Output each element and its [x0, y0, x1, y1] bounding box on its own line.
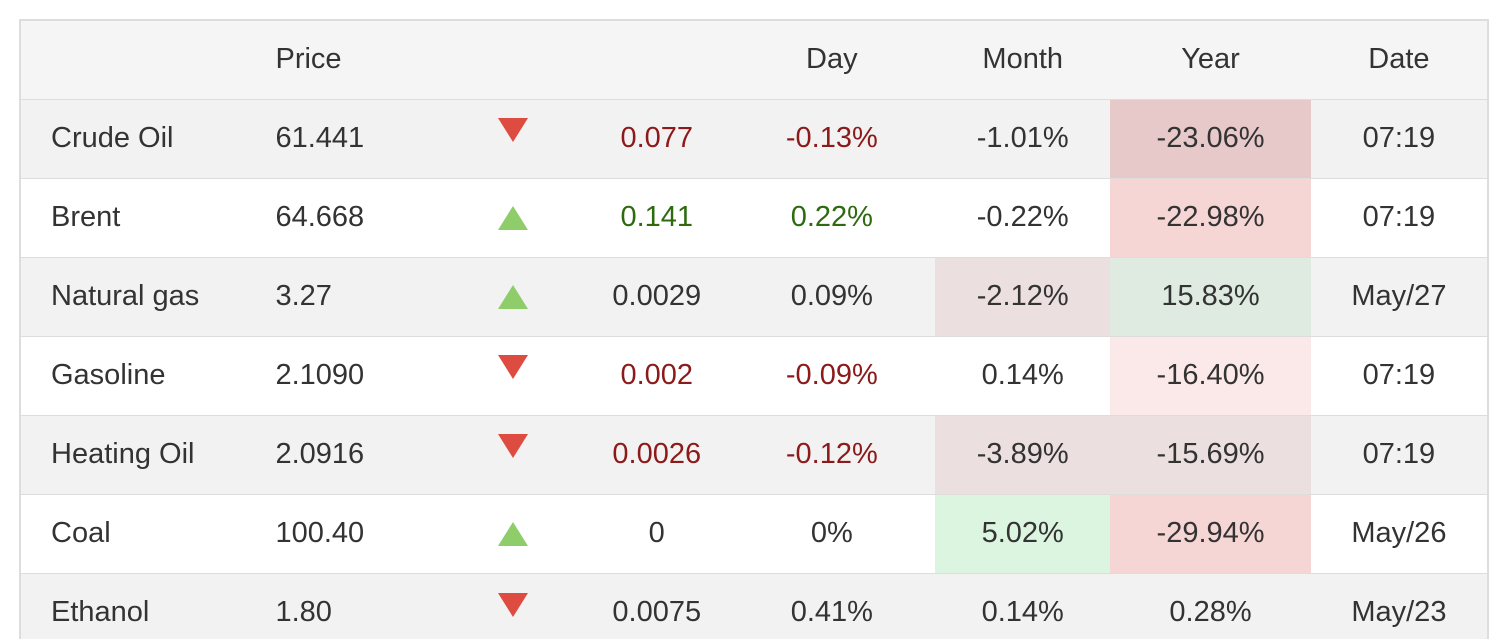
price-cell: 61.441	[274, 98, 441, 178]
day-change-cell: 0.22%	[728, 177, 936, 257]
table-row[interactable]: Ethanol 1.80 0.0075 0.41% 0.14% 0.28% May/23	[21, 572, 1487, 639]
commodities-table: Price Day Month Year Date Crude Oil 61.44…	[21, 21, 1487, 639]
price-cell: 1.80	[274, 572, 441, 639]
commodity-name-link[interactable]: Ethanol	[21, 572, 275, 639]
header-name	[21, 21, 275, 99]
price-cell: 100.40	[274, 493, 441, 573]
change-cell: 0.141	[584, 177, 729, 257]
day-change-cell: 0%	[728, 493, 936, 573]
year-change-cell: -23.06%	[1110, 98, 1311, 178]
month-change-cell: 0.14%	[935, 335, 1111, 415]
price-cell: 64.668	[274, 177, 441, 257]
year-change-cell: -16.40%	[1110, 335, 1311, 415]
commodity-name-link[interactable]: Gasoline	[21, 335, 275, 415]
day-change-cell: 0.09%	[728, 256, 936, 336]
price-cell: 2.0916	[274, 414, 441, 494]
triangle-down-icon	[497, 118, 528, 143]
table-header-row: Price Day Month Year Date	[21, 21, 1487, 99]
triangle-down-icon	[497, 434, 528, 459]
direction-cell	[440, 177, 585, 257]
triangle-up-icon	[497, 522, 528, 547]
day-change-cell: 0.41%	[728, 572, 936, 639]
day-change-cell: -0.13%	[728, 98, 936, 178]
date-cell: May/23	[1310, 572, 1487, 639]
year-change-cell: 15.83%	[1110, 256, 1311, 336]
year-change-cell: -29.94%	[1110, 493, 1311, 573]
commodities-table-container: Price Day Month Year Date Crude Oil 61.44…	[19, 19, 1489, 639]
change-cell: 0.0026	[584, 414, 729, 494]
header-change	[584, 21, 729, 99]
table-row[interactable]: Brent 64.668 0.141 0.22% -0.22% -22.98% 07:19	[21, 177, 1487, 257]
month-change-cell: -0.22%	[935, 177, 1111, 257]
date-cell: 07:19	[1310, 335, 1487, 415]
date-cell: May/26	[1310, 493, 1487, 573]
month-change-cell: 5.02%	[935, 493, 1111, 573]
table-row[interactable]: Heating Oil 2.0916 0.0026 -0.12% -3.89% -15.6…	[21, 414, 1487, 494]
direction-cell	[440, 572, 585, 639]
commodity-name-link[interactable]: Brent	[21, 177, 275, 257]
commodity-name-link[interactable]: Coal	[21, 493, 275, 573]
triangle-up-icon	[497, 285, 528, 310]
direction-cell	[440, 414, 585, 494]
change-cell: 0.0029	[584, 256, 729, 336]
price-cell: 2.1090	[274, 335, 441, 415]
month-change-cell: -2.12%	[935, 256, 1111, 336]
commodity-name-link[interactable]: Natural gas	[21, 256, 275, 336]
month-change-cell: 0.14%	[935, 572, 1111, 639]
date-cell: 07:19	[1310, 414, 1487, 494]
year-change-cell: 0.28%	[1110, 572, 1311, 639]
header-year[interactable]: Year	[1110, 21, 1311, 99]
header-month[interactable]: Month	[935, 21, 1111, 99]
change-cell: 0.077	[584, 98, 729, 178]
table-row[interactable]: Coal 100.40 0 0% 5.02% -29.94% May/26	[21, 493, 1487, 573]
commodity-name-link[interactable]: Crude Oil	[21, 98, 275, 178]
day-change-cell: -0.12%	[728, 414, 936, 494]
header-date[interactable]: Date	[1310, 21, 1487, 99]
table-row[interactable]: Natural gas 3.27 0.0029 0.09% -2.12% 15.83% Ma…	[21, 256, 1487, 336]
direction-cell	[440, 256, 585, 336]
header-price[interactable]: Price	[274, 21, 441, 99]
date-cell: May/27	[1310, 256, 1487, 336]
day-change-cell: -0.09%	[728, 335, 936, 415]
triangle-up-icon	[497, 206, 528, 231]
price-cell: 3.27	[274, 256, 441, 336]
commodity-name-link[interactable]: Heating Oil	[21, 414, 275, 494]
month-change-cell: -1.01%	[935, 98, 1111, 178]
year-change-cell: -22.98%	[1110, 177, 1311, 257]
direction-cell	[440, 493, 585, 573]
triangle-down-icon	[497, 592, 528, 617]
table-row[interactable]: Gasoline 2.1090 0.002 -0.09% 0.14% -16.40% 07:…	[21, 335, 1487, 415]
header-arrow	[440, 21, 585, 99]
direction-cell	[440, 98, 585, 178]
year-change-cell: -15.69%	[1110, 414, 1311, 494]
date-cell: 07:19	[1310, 177, 1487, 257]
change-cell: 0.002	[584, 335, 729, 415]
change-cell: 0.0075	[584, 572, 729, 639]
table-row[interactable]: Crude Oil 61.441 0.077 -0.13% -1.01% -23.06% 0…	[21, 98, 1487, 178]
direction-cell	[440, 335, 585, 415]
change-cell: 0	[584, 493, 729, 573]
date-cell: 07:19	[1310, 98, 1487, 178]
triangle-down-icon	[497, 355, 528, 380]
month-change-cell: -3.89%	[935, 414, 1111, 494]
header-day[interactable]: Day	[728, 21, 936, 99]
